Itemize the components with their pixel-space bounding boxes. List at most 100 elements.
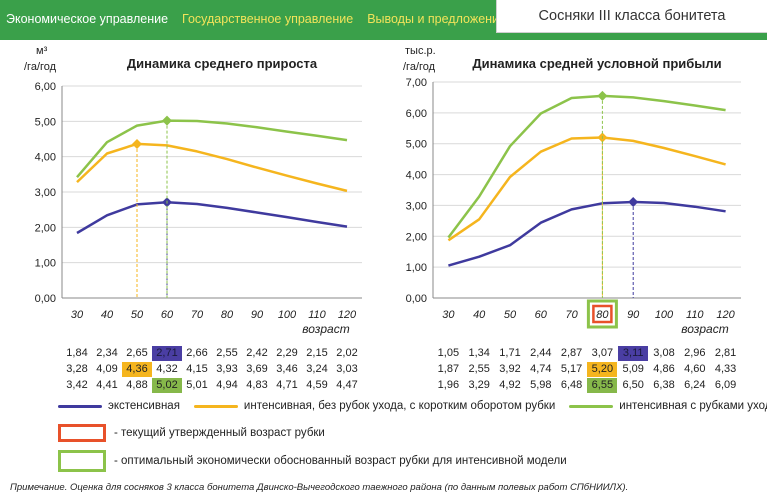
table-cell-extensive: 2,29	[276, 347, 298, 359]
y-axis-label-unit: /га/год	[24, 61, 57, 73]
y-tick-label: 0,00	[406, 293, 427, 305]
table-cell-extensive: 2,71	[152, 346, 182, 361]
legend-label-intensive-thinning: интенсивная с рубками ухода	[619, 400, 767, 412]
table-cell-intensive-thinning: 6,50	[622, 379, 644, 391]
table-cell-intensive-short: 4,33	[714, 363, 737, 375]
y-tick-label: 0,00	[35, 293, 56, 305]
table-cell-intensive-thinning: 5,98	[530, 379, 552, 391]
key-current-age: - текущий утвержденный возраст рубки	[58, 424, 325, 442]
optimum-marker-intensive-thinning	[597, 90, 608, 101]
x-tick-label: 30	[71, 309, 84, 321]
table-cell-extensive: 2,44	[530, 347, 552, 359]
x-tick-label: 120	[716, 309, 735, 321]
table-cell-intensive-short: 3,92	[499, 363, 521, 375]
y-tick-label: 4,00	[406, 170, 427, 182]
key-optimal-age-label: - оптимальный экономически обоснованный …	[114, 455, 567, 467]
table-cell-intensive-thinning: 4,71	[276, 379, 298, 391]
y-tick-label: 3,00	[406, 200, 427, 212]
table-cell-extensive: 2,34	[96, 347, 118, 359]
legend-item-intensive-thinning: интенсивная с рубками ухода	[569, 400, 767, 412]
legend: экстенсивная интенсивная, без рубок уход…	[58, 400, 767, 412]
legend-swatch-intensive-short	[193, 404, 238, 408]
y-tick-label: 7,00	[406, 77, 427, 89]
x-tick-label: 120	[338, 309, 357, 321]
table-cell-intensive-short: 3,93	[216, 363, 238, 375]
table-cell-extensive: 2,15	[306, 347, 328, 359]
table-cell-intensive-thinning: 4,92	[499, 379, 521, 391]
table-cell-intensive-thinning: 3,42	[66, 379, 88, 391]
table-cell-intensive-thinning: 6,38	[653, 379, 675, 391]
table-cell-intensive-short: 4,86	[653, 363, 675, 375]
legend-item-extensive: экстенсивная	[58, 400, 180, 412]
table-cell-intensive-thinning: 1,96	[437, 379, 460, 391]
table-cell-intensive-short: 4,60	[684, 363, 706, 375]
y-tick-label: 6,00	[35, 81, 56, 93]
x-tick-label: 30	[442, 309, 455, 321]
table-cell-extensive: 1,05	[437, 347, 460, 359]
table-cell-intensive-thinning: 3,29	[468, 379, 490, 391]
chart-title: Динамика средней условной прибыли	[472, 56, 721, 71]
table-cell-extensive: 1,84	[66, 347, 88, 359]
legend-label-intensive-short: интенсивная, без рубок ухода, с коротким…	[243, 400, 556, 412]
legend-label-extensive: экстенсивная	[108, 400, 180, 412]
y-tick-label: 5,00	[35, 116, 56, 128]
table-cell-extensive: 2,81	[714, 347, 737, 359]
x-tick-label: 100	[278, 309, 297, 321]
legend-item-intensive-short: интенсивная, без рубок ухода, с коротким…	[193, 400, 556, 412]
legend-swatch-intensive-thinning	[569, 404, 614, 408]
y-axis-label: тыс.р.	[405, 45, 436, 57]
x-tick-label: 80	[596, 309, 609, 321]
table-cell-intensive-short: 4,15	[186, 363, 208, 375]
table-cell-intensive-short: 4,74	[530, 363, 552, 375]
key-red-frame	[58, 424, 106, 442]
x-tick-label: 50	[131, 309, 144, 321]
x-tick-label: 60	[535, 309, 548, 321]
chart-mean-profit: Динамика средней условной прибыли тыс.р. /…	[403, 45, 741, 336]
slide-title: Сосняки III класса бонитета	[496, 0, 767, 33]
key-current-age-label: - текущий утвержденный возраст рубки	[114, 427, 325, 439]
footnote: Примечание. Оценка для сосняков 3 класса…	[10, 482, 629, 493]
y-tick-label: 4,00	[35, 152, 56, 164]
y-axis-label: м³	[36, 45, 48, 57]
x-tick-label: 40	[473, 309, 486, 321]
optimum-marker-intensive-thinning	[162, 115, 172, 126]
nav-conclusions[interactable]: Выводы и предложения	[367, 12, 506, 26]
x-tick-label: 60	[161, 309, 174, 321]
x-tick-label: 70	[191, 309, 204, 321]
series-line-intensive-thinning	[447, 94, 726, 239]
table-cell-extensive: 3,08	[653, 347, 675, 359]
optimum-marker-intensive-short	[132, 138, 142, 149]
table-cell-intensive-thinning: 5,02	[152, 378, 182, 393]
table-cell-intensive-thinning: 4,59	[306, 379, 328, 391]
table-cell-intensive-thinning: 6,55	[587, 378, 618, 393]
optimal-age-frame	[586, 299, 618, 329]
table-cell-extensive: 2,42	[246, 347, 268, 359]
table-cell-intensive-thinning: 6,09	[714, 379, 737, 391]
nav-economic[interactable]: Экономическое управление	[6, 12, 169, 26]
table-cell-intensive-thinning: 6,24	[684, 379, 706, 391]
key-green-frame	[58, 450, 106, 472]
table-cell-extensive: 2,02	[336, 347, 358, 359]
x-tick-label: 50	[504, 309, 517, 321]
table-cell-intensive-short: 3,24	[306, 363, 328, 375]
table-cell-intensive-short: 5,20	[587, 362, 618, 377]
x-tick-label: 70	[565, 309, 578, 321]
series-line-extensive	[76, 200, 348, 235]
chart-mean-increment: Динамика среднего прироста м³/га/год 0,00 1…	[24, 45, 362, 336]
table-cell-intensive-short: 4,09	[96, 363, 118, 375]
table-cell-intensive-thinning: 4,47	[336, 379, 358, 391]
table-cell-extensive: 2,87	[560, 347, 583, 359]
table-cell-extensive: 1,34	[468, 347, 490, 359]
table-cell-extensive: 2,55	[216, 347, 238, 359]
top-nav: Экономическое управление Государственное…	[6, 12, 506, 26]
table-cell-intensive-short: 3,03	[336, 363, 358, 375]
table-cell-intensive-short: 2,55	[468, 363, 490, 375]
x-tick-label: 90	[251, 309, 264, 321]
nav-state[interactable]: Государственное управление	[182, 12, 354, 26]
optimum-marker-extensive	[628, 197, 639, 208]
table-cell-intensive-short: 5,09	[622, 363, 644, 375]
table-mean-profit: 1,05 1,34 1,71 2,44 2,87 3,07 3,11 3,08 2,96 2,81…	[383, 346, 767, 394]
table-cell-intensive-thinning: 6,48	[560, 379, 583, 391]
table-cell-intensive-short: 3,69	[246, 363, 268, 375]
table-cell-intensive-short: 3,28	[66, 363, 88, 375]
